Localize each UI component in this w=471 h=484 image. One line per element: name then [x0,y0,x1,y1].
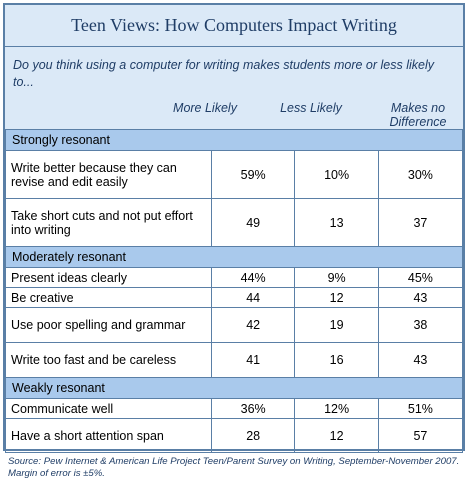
table-title: Teen Views: How Computers Impact Writing [71,15,397,35]
value-more-likely: 28 [210,418,296,453]
row-label: Write too fast and be careless [5,342,212,378]
table-row: Be creative 44 12 43 [5,287,464,308]
table-header: Teen Views: How Computers Impact Writing… [5,5,463,129]
value-more-likely: 44% [210,267,296,288]
value-no-difference: 57 [377,418,464,453]
value-less-likely: 12 [294,418,379,453]
column-header-no-difference: Makes no Difference [389,101,447,129]
row-label: Have a short attention span [5,418,212,453]
value-less-likely: 13 [294,198,379,247]
survey-table-frame: Teen Views: How Computers Impact Writing… [3,3,465,453]
row-label: Present ideas clearly [5,267,212,288]
value-less-likely: 16 [294,342,379,378]
value-more-likely: 49 [210,198,296,247]
value-no-difference: 30% [377,150,464,199]
value-more-likely: 36% [210,398,296,419]
section-label-moderately-resonant: Moderately resonant [5,246,463,268]
row-label: Be creative [5,287,212,308]
table-row: Write better because they can revise and… [5,150,464,199]
value-no-difference: 43 [377,287,464,308]
section-row: Weakly resonant [5,377,463,399]
value-no-difference: 51% [377,398,464,419]
table-row: Use poor spelling and grammar 42 19 38 [5,307,464,343]
section-label-weakly-resonant: Weakly resonant [5,377,463,399]
value-less-likely: 12% [294,398,379,419]
value-no-difference: 43 [377,342,464,378]
table-row: Take short cuts and not put effort into … [5,198,464,247]
table-row: Have a short attention span 28 12 57 [5,418,464,453]
title-divider [5,46,463,47]
value-less-likely: 12 [294,287,379,308]
value-less-likely: 19 [294,307,379,343]
value-no-difference: 45% [377,267,464,288]
value-no-difference: 38 [377,307,464,343]
survey-question: Do you think using a computer for writin… [13,58,435,89]
table-row: Present ideas clearly 44% 9% 45% [5,267,464,288]
value-more-likely: 44 [210,287,296,308]
value-more-likely: 42 [210,307,296,343]
value-less-likely: 10% [294,150,379,199]
row-label: Use poor spelling and grammar [5,307,212,343]
value-no-difference: 37 [377,198,464,247]
section-row: Moderately resonant [5,246,463,268]
value-more-likely: 41 [210,342,296,378]
value-less-likely: 9% [294,267,379,288]
value-more-likely: 59% [210,150,296,199]
results-table: Strongly resonant Write better because t… [5,129,464,453]
section-row: Strongly resonant [5,129,463,151]
section-label-strongly-resonant: Strongly resonant [5,129,463,151]
row-label: Write better because they can revise and… [5,150,212,199]
row-label: Take short cuts and not put effort into … [5,198,212,247]
source-note: Source: Pew Internet & American Life Pro… [8,456,460,479]
row-label: Communicate well [5,398,212,419]
table-row: Write too fast and be careless 41 16 43 [5,342,464,378]
table-row: Communicate well 36% 12% 51% [5,398,464,419]
column-header-less-likely: Less Likely [280,101,342,115]
column-header-more-likely: More Likely [173,101,237,115]
